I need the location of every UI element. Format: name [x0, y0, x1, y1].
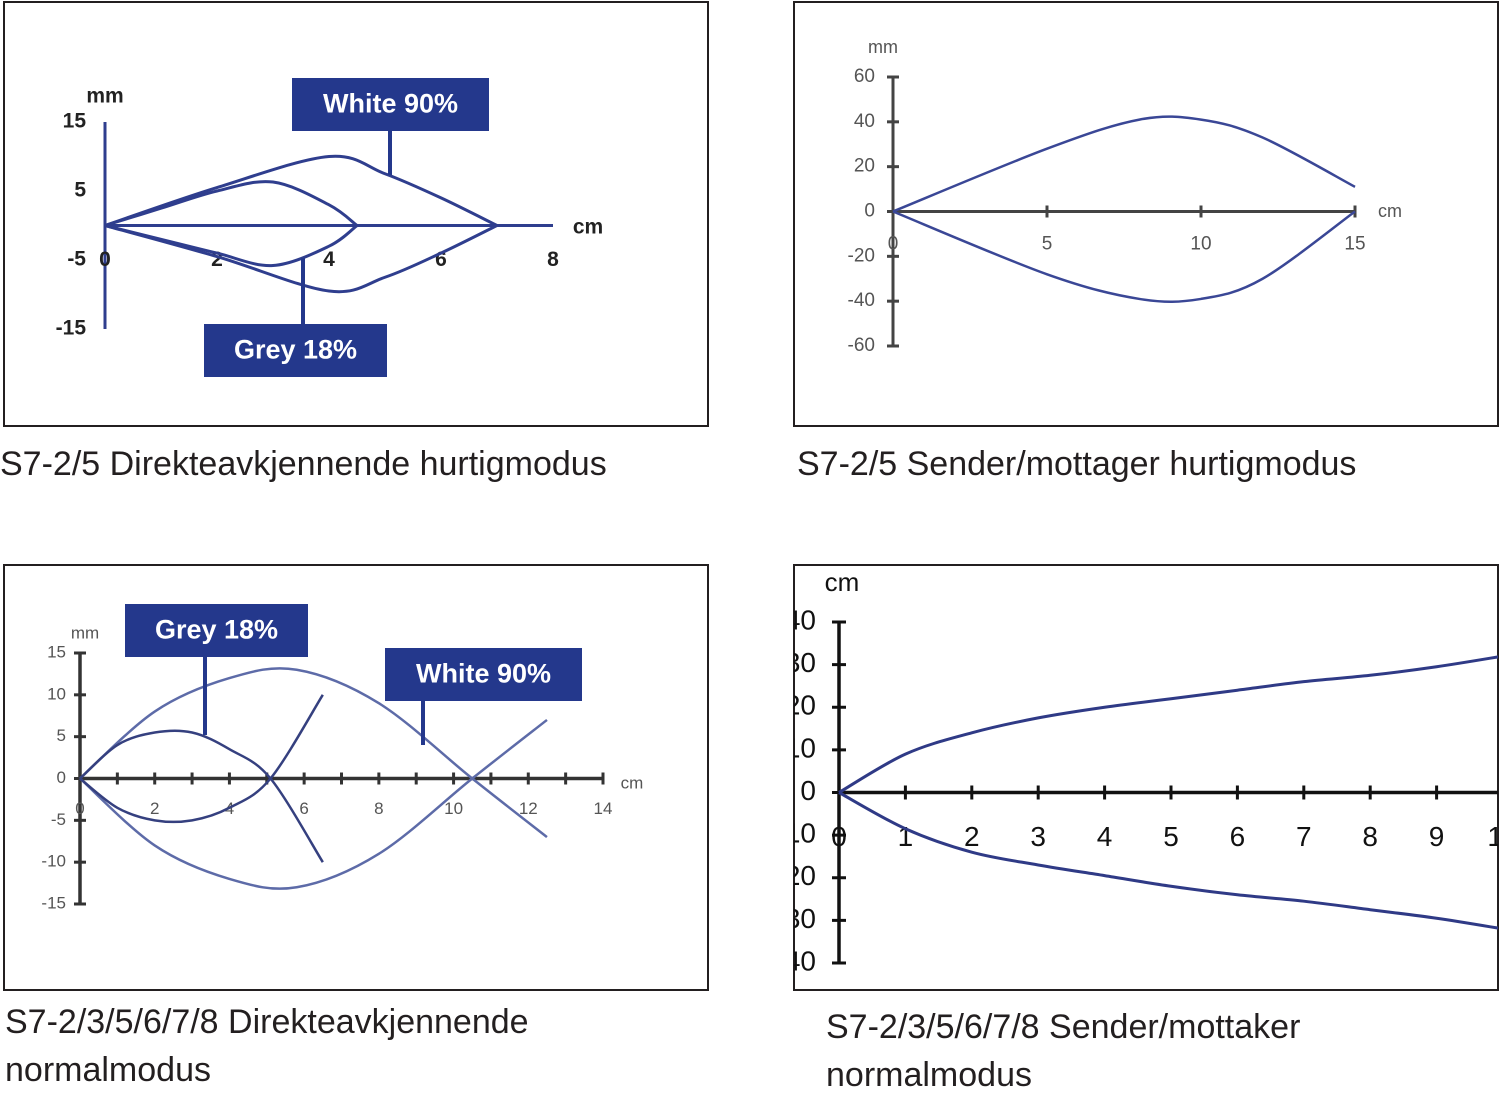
y-tick-label: 30 [785, 647, 816, 678]
x-tick-label: 15 [1344, 234, 1365, 255]
y-tick-label: -20 [776, 860, 816, 891]
x-tick-label: 12 [519, 799, 538, 818]
caption: normalmodus [5, 1051, 211, 1089]
callout-box [292, 78, 489, 131]
curve [838, 791, 1498, 930]
y-tick-label: -60 [848, 335, 875, 356]
x-axis-title: cm [1378, 201, 1402, 221]
curve [104, 154, 498, 227]
x-tick-label: 10 [1487, 821, 1500, 852]
y-tick-label: -15 [56, 317, 87, 340]
callout-label: Grey 18% [155, 615, 278, 645]
y-tick-label: 60 [854, 66, 875, 87]
callout-box [125, 604, 308, 657]
curve [104, 180, 358, 227]
x-tick-label: 0 [99, 248, 111, 271]
y-tick-label: -20 [848, 245, 875, 266]
y-axis-title: cm [825, 567, 860, 597]
curve [79, 729, 324, 863]
x-tick-label: 2 [964, 821, 980, 852]
x-tick-label: 2 [150, 799, 159, 818]
x-tick-label: 6 [299, 799, 308, 818]
y-tick-label: 40 [785, 604, 816, 635]
y-tick-label: 20 [785, 690, 816, 721]
caption: S7-2/5 Sender/mottager hurtigmodus [797, 445, 1356, 483]
curve [104, 224, 498, 294]
caption: normalmodus [826, 1056, 1032, 1094]
y-tick-label: 0 [57, 768, 66, 787]
x-tick-label: 6 [435, 248, 447, 271]
callout-box [385, 648, 582, 701]
chart: 40 30 20 10 0 -10 -20 -30 -40 0 1 2 3 4 5 6 7 8 9 10 cm [776, 567, 1500, 976]
caption: S7-2/3/5/6/7/8 Direkteavkjennende [5, 1003, 529, 1041]
y-tick-label: -10 [41, 852, 66, 871]
y-tick-label: 5 [57, 726, 66, 745]
y-axis-title: mm [71, 623, 99, 642]
curve [79, 694, 324, 824]
x-axis-title: cm [573, 216, 603, 239]
curve [838, 655, 1498, 794]
x-tick-label: 2 [211, 248, 223, 271]
x-tick-label: 4 [1097, 821, 1113, 852]
y-tick-label: -15 [41, 893, 66, 912]
x-tick-label: 8 [547, 248, 559, 271]
x-tick-label: 7 [1296, 821, 1312, 852]
callout-label: Grey 18% [234, 335, 357, 365]
y-tick-label: 10 [47, 684, 66, 703]
x-tick-label: 0 [831, 821, 847, 852]
curve [892, 210, 1356, 303]
y-tick-label: 15 [47, 642, 66, 661]
y-tick-label: -10 [776, 818, 816, 849]
y-tick-label: -5 [51, 810, 66, 829]
caption: S7-2/5 Direkteavkjennende hurtigmodus [0, 445, 607, 483]
x-tick-label: 0 [888, 234, 899, 255]
y-tick-label: -5 [67, 248, 86, 271]
x-tick-label: 5 [1163, 821, 1179, 852]
y-tick-label: -40 [776, 945, 816, 976]
y-tick-label: 0 [864, 201, 875, 222]
x-axis-title: cm [621, 773, 644, 792]
x-tick-label: 14 [594, 799, 613, 818]
curve [104, 224, 358, 268]
panel-frame [3, 1, 709, 427]
panel-frame [3, 564, 709, 991]
callout-box [204, 324, 387, 377]
chart: 60 40 20 0 -20 -40 -60 0 5 10 15 mm cm [848, 37, 1402, 356]
curve [892, 115, 1356, 213]
x-tick-label: 10 [1190, 234, 1211, 255]
x-tick-label: 0 [75, 799, 84, 818]
y-tick-label: 10 [785, 732, 816, 763]
y-tick-label: 40 [854, 111, 875, 132]
panel-frame [793, 1, 1499, 427]
x-tick-label: 9 [1429, 821, 1445, 852]
caption: S7-2/3/5/6/7/8 Sender/mottaker [826, 1008, 1300, 1046]
x-tick-label: 10 [444, 799, 463, 818]
callout-label: White 90% [416, 659, 551, 689]
x-tick-label: 6 [1230, 821, 1246, 852]
y-tick-label: 5 [74, 179, 86, 202]
y-tick-label: -30 [776, 903, 816, 934]
y-tick-label: 0 [800, 775, 816, 806]
callout-label: White 90% [323, 89, 458, 119]
x-tick-label: 5 [1042, 234, 1053, 255]
x-tick-label: 4 [323, 248, 335, 271]
chart: 15 5 -5 -15 0 2 4 6 8 mm cm White 90% Grey 18% [56, 78, 603, 377]
y-axis-title: mm [86, 85, 123, 108]
x-tick-label: 8 [374, 799, 383, 818]
x-tick-label: 8 [1362, 821, 1378, 852]
y-tick-label: 15 [63, 110, 87, 133]
y-axis-title: mm [868, 37, 898, 57]
x-tick-label: 1 [898, 821, 914, 852]
y-tick-label: -40 [848, 290, 875, 311]
y-tick-label: 20 [854, 156, 875, 177]
panel-frame [793, 564, 1499, 991]
curve [79, 718, 548, 890]
x-tick-label: 3 [1030, 821, 1046, 852]
